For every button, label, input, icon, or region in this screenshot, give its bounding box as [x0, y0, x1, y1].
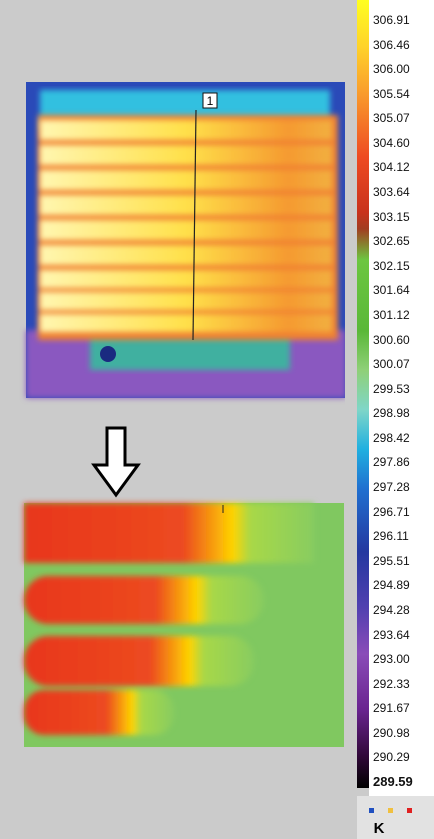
scale-label: 297.86	[373, 455, 410, 469]
scale-label: 302.65	[373, 234, 410, 248]
scale-label: 306.91	[373, 13, 410, 27]
scale-label: 305.54	[373, 87, 410, 101]
scale-label: 301.64	[373, 283, 410, 297]
scale-label: 304.12	[373, 160, 410, 174]
scale-label: 294.28	[373, 603, 410, 617]
scale-label: 302.15	[373, 259, 410, 273]
scale-label: 293.00	[373, 652, 410, 666]
scale-label: 306.46	[373, 38, 410, 52]
scale-label: 289.59	[373, 775, 413, 789]
scale-label: 292.33	[373, 677, 410, 691]
scale-label: 298.98	[373, 406, 410, 420]
legend-footer: K	[357, 796, 434, 839]
scale-label: 290.29	[373, 750, 410, 764]
arrow	[94, 428, 138, 495]
marker-label: 1	[207, 94, 214, 108]
scale-label: 291.67	[373, 701, 410, 715]
scale-label: 300.07	[373, 357, 410, 371]
scale-label: 301.12	[373, 308, 410, 322]
scale-label: 293.64	[373, 628, 410, 642]
scale-label: 298.42	[373, 431, 410, 445]
scale-label: 303.15	[373, 210, 410, 224]
scale-label: 300.60	[373, 333, 410, 347]
scale-label: 296.71	[373, 505, 410, 519]
scale-label: 294.89	[373, 578, 410, 592]
bottom-image	[24, 503, 344, 747]
thermal-images: 1	[0, 0, 345, 760]
scale-labels: 306.91 306.46 306.00 305.54 305.07 304.60 304.…	[369, 0, 434, 796]
screen: 1 306.91306.46306.00305.54305.07304.6030…	[0, 0, 434, 839]
scale-label: 299.53	[373, 382, 410, 396]
scale-label: 295.51	[373, 554, 410, 568]
scale-label: 306.00	[373, 62, 410, 76]
top-image: 1	[26, 82, 345, 398]
unit-label: K	[357, 820, 401, 837]
scale-label: 304.60	[373, 136, 410, 150]
color-scale	[357, 0, 369, 788]
scale-label: 290.98	[373, 726, 410, 740]
scale-label: 303.64	[373, 185, 410, 199]
scale-label: 296.11	[373, 529, 409, 543]
scale-label: 305.07	[373, 111, 410, 125]
scale-label: 297.28	[373, 480, 410, 494]
